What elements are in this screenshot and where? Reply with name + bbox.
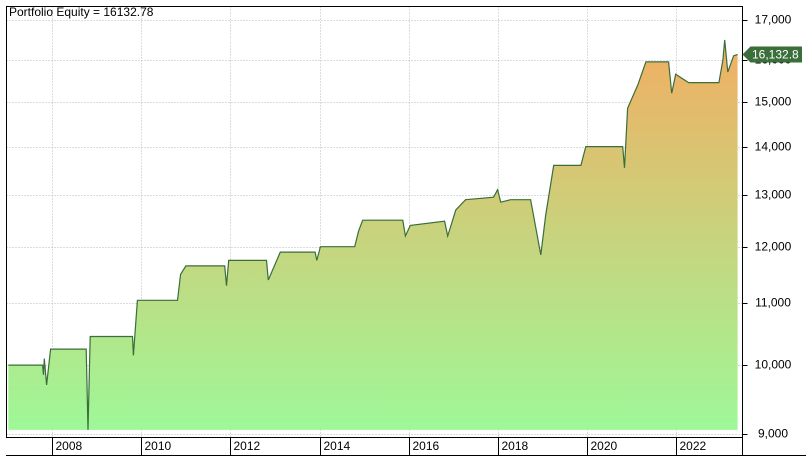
y-tick-label: 12,000 [755,240,792,254]
x-tick-label: 2014 [324,439,351,453]
y-tick-label: 11,000 [755,296,791,310]
equity-area [8,39,738,430]
x-tick-label: 2022 [680,439,707,453]
x-tick-label: 2016 [413,439,440,453]
y-tick-label: 9,000 [758,427,788,441]
y-tick-label: 17,000 [755,13,792,27]
value-badge [742,46,802,63]
x-tick-label: 2020 [591,439,618,453]
x-tick-label: 2010 [145,439,172,453]
plot-frame [6,6,743,438]
y-tick-label: 10,000 [755,358,792,372]
value-label: 16,132.8 [752,48,799,62]
equity-line [8,39,738,430]
chart-title: Portfolio Equity = 16132.78 [9,5,154,19]
x-tick-label: 2012 [234,439,261,453]
x-tick-label: 2008 [56,439,83,453]
y-tick-label: 14,000 [755,140,792,154]
x-tick-label: 2018 [502,439,529,453]
y-tick-label: 13,000 [755,188,792,202]
y-tick-label: 15,000 [755,95,792,109]
